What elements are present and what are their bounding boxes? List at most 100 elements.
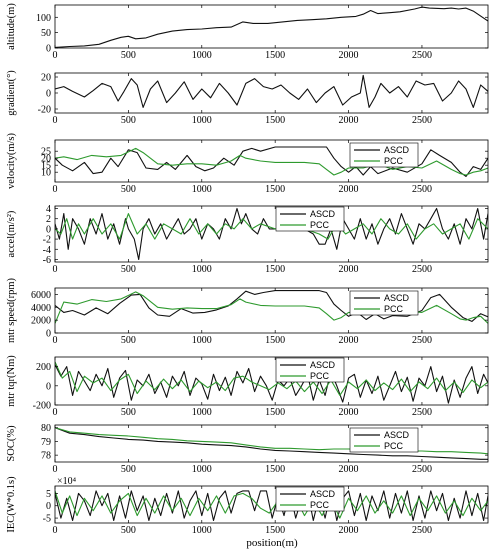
y-tick-label: 200	[36, 362, 51, 373]
x-tick-label: 500	[121, 264, 136, 275]
series-line-ascd	[55, 6, 488, 48]
legend-label-pcc: PCC	[384, 441, 404, 451]
legend-label-ascd: ASCD	[310, 360, 336, 370]
legend-label-ascd: ASCD	[384, 430, 410, 440]
x-tick-label: 500	[121, 464, 136, 475]
legend-box	[349, 142, 419, 168]
y-tick-label: -20	[38, 105, 51, 116]
y-tick-label: -2	[43, 235, 51, 246]
y-tick-label: 20	[41, 73, 51, 84]
series-line-pcc	[55, 361, 488, 396]
x-tick-label: 1000	[192, 264, 212, 275]
y-tick-label: 4000	[31, 303, 51, 314]
panel-4: 0 500 1000 1500 2000 2500-6-4-2024accel(m/s²)…	[6, 204, 489, 275]
y-axis-label: altitude(m)	[6, 3, 17, 50]
legend-box	[275, 206, 345, 232]
series-line-pcc	[55, 291, 488, 324]
x-tick-label: 2500	[412, 525, 432, 536]
x-tick-label: 2000	[339, 50, 359, 61]
y-tick-label: 5	[46, 489, 51, 500]
x-tick-label: 500	[121, 50, 136, 61]
legend-label-ascd: ASCD	[384, 293, 410, 303]
plot-frame	[54, 356, 489, 406]
y-tick-label: 0	[46, 329, 51, 340]
series-line-ascd	[55, 364, 488, 404]
y-tick-label: 15	[41, 161, 51, 172]
y-tick-label: 78	[41, 451, 51, 462]
y-tick-label: 100	[36, 13, 51, 24]
y-tick-label: 80	[41, 423, 51, 434]
x-tick-label: 2000	[339, 525, 359, 536]
y-tick-label: 10	[41, 168, 51, 179]
x-tick-label: 1500	[265, 335, 285, 346]
y-tick-label: 4	[46, 204, 51, 215]
y-tick-label: -6	[43, 255, 51, 266]
x-tick-label: 2500	[412, 264, 432, 275]
x-axis-label: position(m)	[246, 537, 298, 549]
y-tick-label: 0	[46, 89, 51, 100]
x-tick-label: 0	[53, 525, 58, 536]
y-tick-label: 0	[46, 501, 51, 512]
y-axis-label: velocity(m/s)	[6, 133, 17, 189]
series-line-ascd	[55, 146, 488, 177]
x-tick-label: 500	[121, 525, 136, 536]
x-tick-label: 500	[121, 184, 136, 195]
x-tick-label: 2000	[339, 264, 359, 275]
legend-label-pcc: PCC	[384, 304, 404, 314]
y-tick-label: 25	[41, 147, 51, 158]
y-tick-label: 0	[46, 224, 51, 235]
x-tick-label: 1500	[265, 115, 285, 126]
x-tick-label: 1500	[265, 50, 285, 61]
y-axis-label: accel(m/s²)	[6, 210, 17, 257]
x-tick-label: 2500	[412, 407, 432, 418]
x-tick-label: 1000	[192, 115, 212, 126]
x-tick-label: 1000	[192, 184, 212, 195]
x-tick-label: 0	[53, 115, 58, 126]
x-tick-label: 1500	[265, 525, 285, 536]
x-tick-label: 0	[53, 50, 58, 61]
x-tick-label: 0	[53, 464, 58, 475]
y-tick-label: 0	[46, 381, 51, 392]
x-tick-label: 2500	[412, 50, 432, 61]
y-tick-label: 79	[41, 437, 51, 448]
x-tick-label: 1000	[192, 335, 212, 346]
plot-frame	[54, 485, 489, 524]
series-line-pcc	[55, 147, 488, 176]
x-tick-label: 1000	[192, 464, 212, 475]
plot-frame	[54, 139, 489, 183]
x-tick-label: 2000	[339, 115, 359, 126]
y-axis-label: mtr tqr(Nm)	[6, 355, 17, 407]
series-line-ascd	[55, 490, 488, 522]
y-tick-label: 0	[46, 44, 51, 55]
series-line-ascd	[55, 427, 488, 460]
x-tick-label: 1000	[192, 407, 212, 418]
legend-box	[349, 290, 419, 316]
x-tick-label: 2000	[339, 335, 359, 346]
x-tick-label: 2500	[412, 115, 432, 126]
y-tick-label: 2000	[31, 316, 51, 327]
x-tick-label: 1500	[265, 407, 285, 418]
legend-label-pcc: PCC	[310, 500, 330, 510]
legend-label-ascd: ASCD	[310, 209, 336, 219]
legend-box	[275, 357, 345, 383]
x-tick-label: 0	[53, 264, 58, 275]
plot-frame	[54, 4, 489, 49]
legend-label-pcc: PCC	[310, 371, 330, 381]
legend-label-ascd: ASCD	[384, 145, 410, 155]
y-tick-label: 2	[46, 214, 51, 225]
y-axis-label: mtr speed(rpm)	[6, 277, 17, 343]
series-line-ascd	[55, 74, 488, 108]
plot-frame	[54, 424, 489, 463]
y-axis-label: IEC(W*0.1s)	[6, 476, 17, 533]
